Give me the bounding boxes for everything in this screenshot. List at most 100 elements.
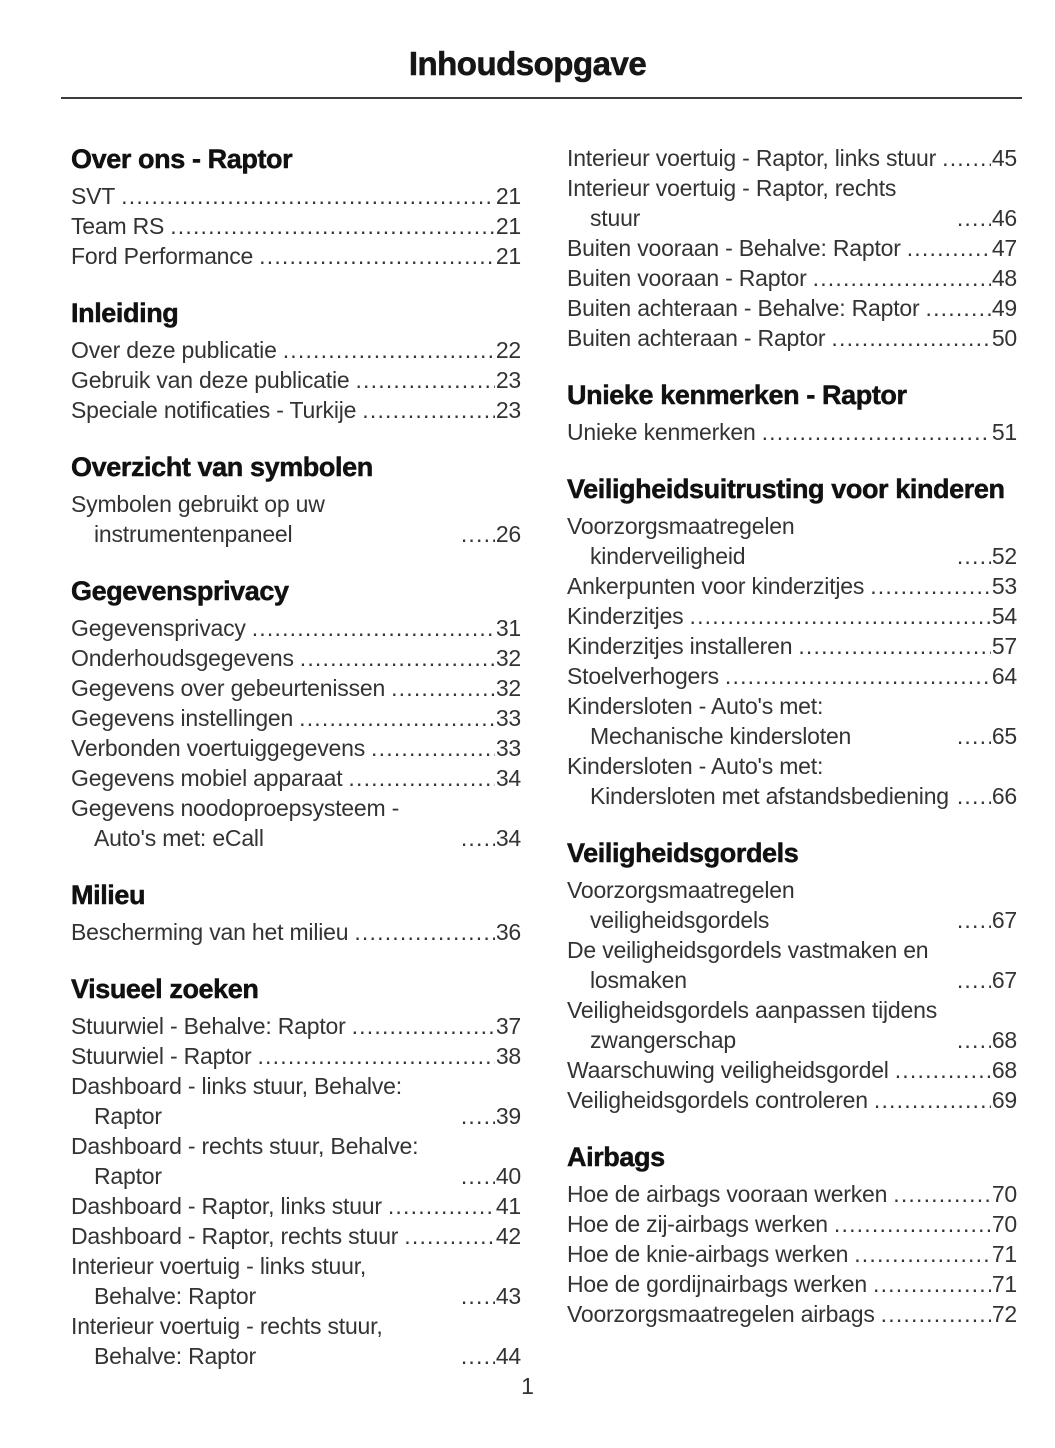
toc-entry-label: Interieur voertuig - links stuur, Behalv… bbox=[71, 1253, 367, 1309]
toc-entry-label: Onderhoudsgegevens bbox=[71, 645, 294, 671]
toc-dot-leader bbox=[854, 1239, 991, 1269]
toc-entry-page-number: 33 bbox=[495, 735, 521, 761]
toc-section-heading: Over ons - Raptor bbox=[71, 144, 293, 175]
toc-entry-label: Hoe de gordijnairbags werken bbox=[567, 1271, 867, 1297]
toc-entry-page-number: 69 bbox=[991, 1087, 1017, 1113]
toc-section-heading: Milieu bbox=[71, 880, 146, 911]
toc-entry-label: Interieur voertuig - rechts stuur, Behal… bbox=[71, 1313, 383, 1369]
toc-entry-page-number: 53 bbox=[991, 573, 1017, 599]
toc-section-heading: Unieke kenmerken - Raptor bbox=[567, 380, 908, 411]
toc-entry: Interieur voertuig - links stuur, Behalv… bbox=[71, 1251, 521, 1311]
toc-entry-label: Gegevens noodoproepsysteem - Auto's met:… bbox=[71, 795, 400, 851]
header-divider bbox=[61, 97, 1022, 99]
toc-dot-leader bbox=[461, 1101, 495, 1131]
toc-dot-leader bbox=[798, 631, 991, 661]
toc-dot-leader bbox=[461, 1161, 495, 1191]
toc-dot-leader bbox=[942, 143, 991, 173]
toc-entry-label: Gegevens over gebeurtenissen bbox=[71, 675, 386, 701]
toc-dot-leader bbox=[925, 293, 990, 323]
toc-entry: Voorzorgsmaatregelen kinderveiligheid 52 bbox=[567, 511, 1017, 571]
toc-entry: Kindersloten - Auto's met: Kindersloten … bbox=[567, 751, 1017, 811]
toc-section: Interieur voertuig - Raptor, links stuur… bbox=[567, 143, 1017, 353]
toc-entry-page-number: 39 bbox=[495, 1103, 521, 1129]
toc-entry: Gegevens over gebeurtenissen 32 bbox=[71, 673, 521, 703]
toc-column-left: Over ons - RaptorSVT21Team RS21Ford Perf… bbox=[71, 143, 521, 1371]
toc-entry: Interieur voertuig - Raptor, rechts stuu… bbox=[567, 173, 1017, 233]
toc-section-heading: Gegevensprivacy bbox=[71, 576, 290, 607]
toc-entry-page-number: 36 bbox=[495, 919, 521, 945]
toc-entry-label: Buiten achteraan - Behalve: Raptor bbox=[567, 295, 920, 321]
toc-entry-label: Gegevens instellingen bbox=[71, 705, 294, 731]
toc-entry-page-number: 68 bbox=[991, 1057, 1017, 1083]
toc-section: Visueel zoeken Stuurwiel - Behalve: Rapto… bbox=[71, 973, 521, 1371]
toc-entry-label: Buiten achteraan - Raptor bbox=[567, 325, 826, 351]
toc-entry: Buiten vooraan - Raptor 48 bbox=[567, 263, 1017, 293]
toc-entry: Hoe de gordijnairbags werken 71 bbox=[567, 1269, 1017, 1299]
toc-entry-page-number: 49 bbox=[991, 295, 1017, 321]
toc-entry-label: Dashboard - Raptor, rechts stuur bbox=[71, 1223, 399, 1249]
toc-dot-leader bbox=[907, 233, 991, 263]
toc-entry: Gegevens instellingen 33 bbox=[71, 703, 521, 733]
toc-entry: Over deze publicatie 22 bbox=[71, 335, 521, 365]
toc-dot-leader bbox=[461, 519, 495, 549]
toc-dot-leader bbox=[404, 1221, 495, 1251]
toc-dot-leader bbox=[283, 335, 495, 365]
toc-entry-label: Stoelverhogers bbox=[567, 663, 719, 689]
toc-dot-leader bbox=[170, 211, 495, 241]
toc-entry-page-number: 70 bbox=[991, 1211, 1017, 1237]
toc-entry: Voorzorgsmaatregelen airbags 72 bbox=[567, 1299, 1017, 1329]
toc-entry-label: Symbolen gebruikt op uw instrumentenpane… bbox=[71, 491, 325, 547]
toc-dot-leader bbox=[690, 601, 991, 631]
toc-entry-page-number: 37 bbox=[495, 1013, 521, 1039]
toc-entry-page-number: 70 bbox=[991, 1181, 1017, 1207]
toc-section: Over ons - RaptorSVT21Team RS21Ford Perf… bbox=[71, 143, 521, 271]
toc-dot-leader bbox=[957, 905, 991, 935]
toc-dot-leader bbox=[461, 823, 495, 853]
toc-entry-label: Speciale notificaties - Turkije bbox=[71, 397, 357, 423]
toc-dot-leader bbox=[252, 613, 495, 643]
toc-entry-label: Veiligheidsgordels controleren bbox=[567, 1087, 868, 1113]
toc-entry: Kinderzitjes 54 bbox=[567, 601, 1017, 631]
toc-entry: Stoelverhogers 64 bbox=[567, 661, 1017, 691]
toc-entry-label: Interieur voertuig - Raptor, links stuur bbox=[567, 145, 937, 171]
toc-dot-leader bbox=[354, 917, 494, 947]
toc-section-heading: Veiligheidsuitrusting voor kinderen bbox=[567, 474, 1005, 505]
toc-entry-page-number: 67 bbox=[991, 967, 1017, 993]
toc-dot-leader bbox=[371, 733, 495, 763]
toc-dot-leader bbox=[957, 965, 991, 995]
toc-entry-label: Bescherming van het milieu bbox=[71, 919, 349, 945]
toc-entry: Unieke kenmerken 51 bbox=[567, 417, 1017, 447]
toc-entry-page-number: 21 bbox=[495, 183, 521, 209]
toc-entry-label: Gegevensprivacy bbox=[71, 615, 246, 641]
toc-entry-label: SVT bbox=[71, 183, 116, 209]
toc-entry-label: Veiligheidsgordels aanpassen tijdens zwa… bbox=[567, 997, 938, 1053]
toc-entry-label: Gebruik van deze publicatie bbox=[71, 367, 350, 393]
toc-entry-page-number: 71 bbox=[991, 1241, 1017, 1267]
toc-entry: Symbolen gebruikt op uw instrumentenpane… bbox=[71, 489, 521, 549]
toc-entry: Kinderzitjes installeren 57 bbox=[567, 631, 1017, 661]
toc-entry: Veiligheidsgordels aanpassen tijdens zwa… bbox=[567, 995, 1017, 1055]
toc-entry-label: Buiten vooraan - Raptor bbox=[567, 265, 807, 291]
toc-entry-label: Stuurwiel - Raptor bbox=[71, 1043, 252, 1069]
toc-entry-label: Buiten vooraan - Behalve: Raptor bbox=[567, 235, 901, 261]
toc-entry: Stuurwiel - Behalve: Raptor 37 bbox=[71, 1011, 521, 1041]
toc-entry-label: Kindersloten - Auto's met: Kindersloten … bbox=[567, 753, 949, 809]
toc-entry-label: De veiligheidsgordels vastmaken en losma… bbox=[567, 937, 929, 993]
toc-entry-label: Interieur voertuig - Raptor, rechts stuu… bbox=[567, 175, 897, 231]
toc-section: Veiligheidsuitrusting voor kinderen Voorz… bbox=[567, 473, 1017, 811]
toc-entry-page-number: 31 bbox=[495, 615, 521, 641]
toc-dot-leader bbox=[121, 181, 495, 211]
toc-entry: Ankerpunten voor kinderzitjes 53 bbox=[567, 571, 1017, 601]
toc-entry: Interieur voertuig - Raptor, links stuur… bbox=[567, 143, 1017, 173]
toc-entry-page-number: 72 bbox=[991, 1301, 1017, 1327]
toc-entry: Ford Performance 21 bbox=[71, 241, 521, 271]
toc-dot-leader bbox=[355, 365, 494, 395]
toc-entry-label: Dashboard - Raptor, links stuur bbox=[71, 1193, 382, 1219]
toc-entry-page-number: 21 bbox=[495, 213, 521, 239]
toc-entry-page-number: 42 bbox=[495, 1223, 521, 1249]
toc-entry-label: Verbonden voertuiggegevens bbox=[71, 735, 366, 761]
toc-entry-label: Ankerpunten voor kinderzitjes bbox=[567, 573, 865, 599]
toc-dot-leader bbox=[813, 263, 991, 293]
